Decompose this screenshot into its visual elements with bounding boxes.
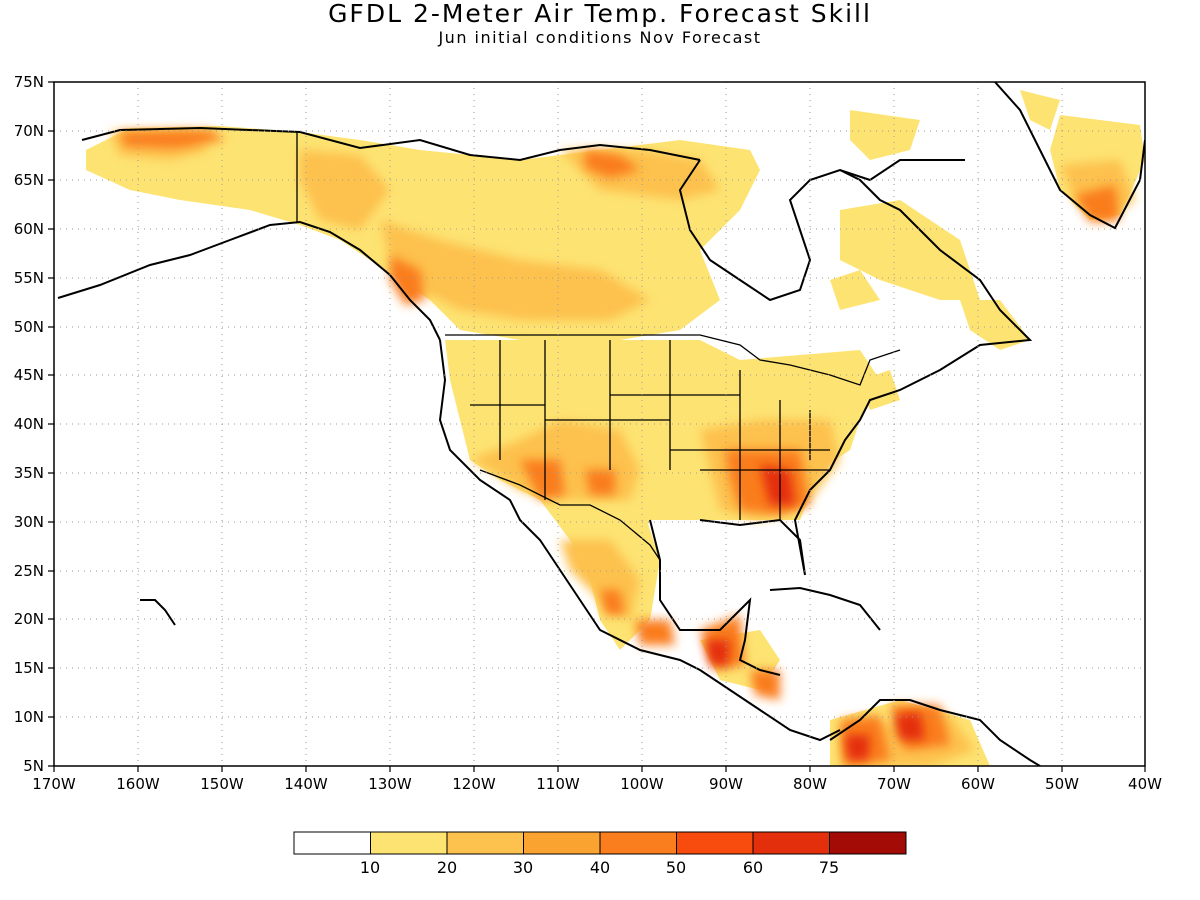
colorbar: 10 20 30 40 50 60 75 — [293, 831, 907, 877]
lon-tick: 70W — [877, 775, 911, 793]
colorbar-label: 20 — [437, 858, 457, 877]
colorbar-label: 10 — [360, 858, 380, 877]
lat-tick: 55N — [14, 269, 44, 287]
colorbar-swatch — [752, 831, 830, 855]
axis-ticks — [48, 81, 1146, 772]
border-states-grid — [470, 340, 830, 520]
colorbar-swatch — [523, 831, 601, 855]
lon-tick: 140W — [284, 775, 328, 793]
lon-tick: 90W — [709, 775, 743, 793]
lon-tick: 80W — [793, 775, 827, 793]
lon-tick: 120W — [452, 775, 496, 793]
colorbar-swatch — [370, 831, 448, 855]
lon-tick-labels: 170W 160W 150W 140W 130W 120W 110W 100W … — [32, 775, 1162, 793]
lat-tick: 15N — [14, 659, 44, 677]
coastline-hudson — [678, 159, 965, 302]
coastline-alaska — [57, 220, 441, 341]
lat-tick: 35N — [14, 464, 44, 482]
lon-tick: 170W — [32, 775, 76, 793]
lat-tick: 65N — [14, 171, 44, 189]
chart-subtitle: Jun initial conditions Nov Forecast — [438, 28, 762, 47]
lon-tick: 130W — [368, 775, 412, 793]
coastline-greenland — [994, 82, 1145, 230]
lat-tick: 75N — [14, 73, 44, 91]
border-us-mexico — [479, 469, 661, 561]
lat-tick: 40N — [14, 415, 44, 433]
coastline-gulf — [649, 519, 781, 676]
chart-title: GFDL 2-Meter Air Temp. Forecast Skill — [328, 0, 872, 28]
colorbar-label: 60 — [743, 858, 763, 877]
lon-tick: 150W — [200, 775, 244, 793]
lon-tick: 110W — [536, 775, 580, 793]
lon-tick: 100W — [620, 775, 664, 793]
lat-tick: 50N — [14, 318, 44, 336]
lon-tick: 40W — [1128, 775, 1162, 793]
lat-tick-labels: 75N 70N 65N 60N 55N 50N 45N 40N 35N 30N … — [14, 73, 44, 775]
colorbar-swatch — [446, 831, 524, 855]
colorbar-label: 40 — [590, 858, 610, 877]
colorbar-swatch — [293, 831, 371, 855]
coastline-cuba — [769, 586, 881, 631]
coastline-arctic — [81, 126, 701, 162]
political-borders — [296, 132, 901, 561]
lat-tick: 60N — [14, 220, 44, 238]
colorbar-label: 30 — [513, 858, 533, 877]
lat-tick: 30N — [14, 513, 44, 531]
lat-tick: 10N — [14, 708, 44, 726]
lon-tick: 50W — [1045, 775, 1079, 793]
coastline-west-us — [438, 339, 841, 742]
coastline-hawaii — [140, 599, 176, 626]
lat-tick: 45N — [14, 366, 44, 384]
lat-tick: 25N — [14, 562, 44, 580]
colorbar-swatch — [676, 831, 754, 855]
coastline-east-us — [699, 169, 1033, 576]
lon-tick: 160W — [116, 775, 160, 793]
coastline-s-america — [829, 699, 1041, 766]
colorbar-swatch — [829, 831, 907, 855]
colorbar-label: 50 — [666, 858, 686, 877]
lat-tick: 20N — [14, 610, 44, 628]
skill-fill-peak — [705, 465, 925, 760]
lat-tick: 70N — [14, 122, 44, 140]
border-us-canada — [445, 334, 901, 386]
lon-tick: 60W — [961, 775, 995, 793]
coastlines — [57, 82, 1145, 766]
lat-tick: 5N — [23, 757, 44, 775]
graticule — [54, 82, 1145, 766]
colorbar-label: 75 — [819, 858, 839, 877]
colorbar-swatch — [599, 831, 677, 855]
